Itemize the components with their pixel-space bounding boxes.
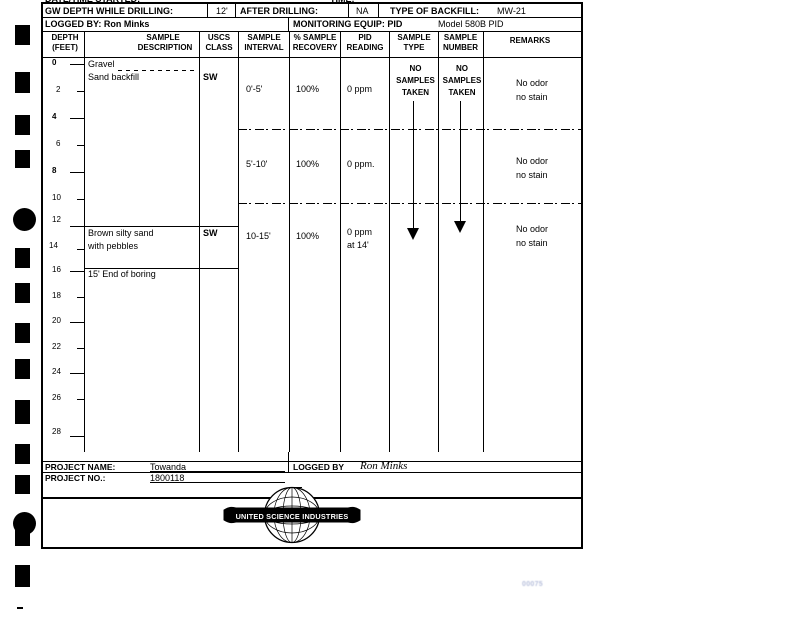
svg-text:UNITED SCIENCE INDUSTRIES: UNITED SCIENCE INDUSTRIES: [236, 512, 349, 521]
